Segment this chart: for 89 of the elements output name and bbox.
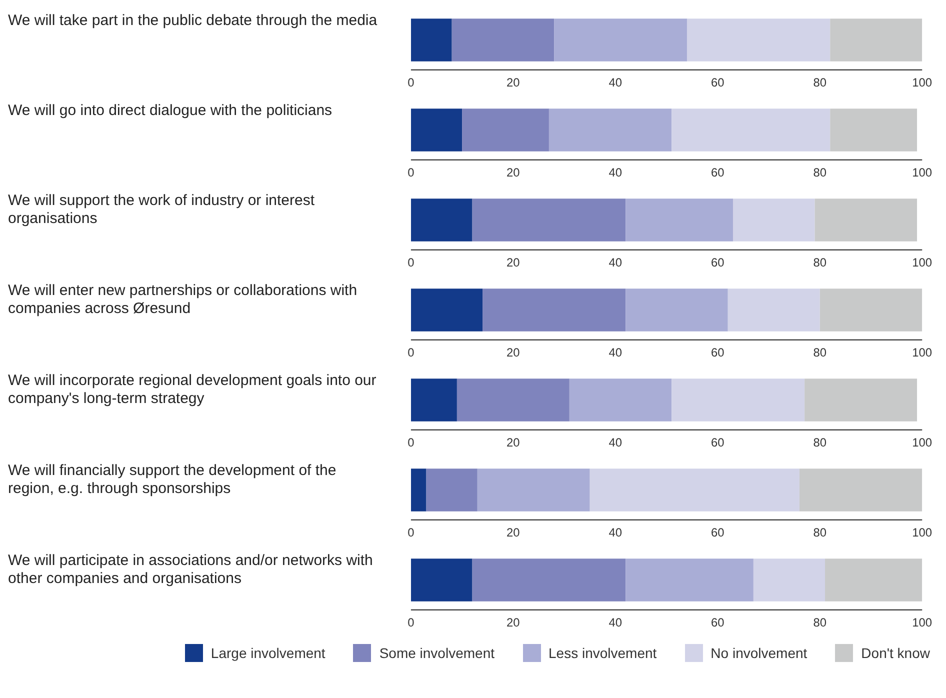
x-tick-label: 100 (912, 525, 932, 540)
bar (820, 288, 922, 332)
bar (626, 198, 733, 242)
x-tick-label: 100 (912, 345, 932, 360)
bar (804, 378, 917, 422)
bar (554, 18, 687, 62)
legend-label: Some involvement (379, 645, 494, 661)
x-tick-label: 80 (813, 75, 827, 90)
x-tick-label: 0 (408, 345, 415, 360)
x-tick-label: 20 (506, 165, 520, 180)
x-tick-label: 40 (608, 345, 622, 360)
x-tick-label: 100 (912, 165, 932, 180)
x-tick-label: 60 (710, 525, 725, 540)
bar (672, 108, 830, 152)
bar (477, 468, 590, 512)
bar (410, 468, 426, 512)
x-tick-label: 60 (710, 615, 725, 630)
y-tick-label: We will participate in associations and/or networks with other companies and organisations (8, 552, 374, 588)
x-tick-label: 20 (506, 435, 520, 450)
x-tick-label: 20 (506, 345, 520, 360)
bar (452, 18, 554, 62)
bar (753, 558, 825, 602)
bar (590, 468, 800, 512)
x-tick-label: 0 (408, 165, 415, 180)
bar (814, 198, 917, 242)
bar (799, 468, 922, 512)
y-tick-label: We will support the work of industry or interest organisations (8, 192, 316, 228)
y-tick-label: We will go into direct dialogue with the politicians (8, 102, 334, 120)
bar (410, 288, 482, 332)
bar (824, 558, 922, 602)
bar (410, 378, 457, 422)
x-tick-label: 40 (608, 255, 622, 270)
y-tick-label: We will take part in the public debate through the media (8, 12, 378, 30)
bar (410, 108, 462, 152)
bar (626, 288, 728, 332)
bar (548, 108, 672, 152)
legend-label: Large involvement (210, 645, 326, 661)
x-tick-label: 80 (813, 615, 827, 630)
x-tick-label: 0 (408, 525, 415, 540)
x-tick-label: 80 (813, 525, 827, 540)
x-tick-label: 60 (710, 75, 725, 90)
legend-label: Don't know (861, 645, 930, 661)
bar (472, 198, 626, 242)
x-tick-label: 100 (912, 75, 932, 90)
bar (686, 18, 830, 62)
y-tick-label: We will enter new partnerships or collaborations with companies across Øresund (8, 282, 358, 318)
x-tick-label: 0 (408, 75, 415, 90)
x-tick-label: 60 (710, 435, 725, 450)
x-tick-label: 60 (710, 255, 725, 270)
x-tick-label: 40 (608, 615, 622, 630)
bar (672, 378, 805, 422)
x-tick-label: 0 (408, 435, 415, 450)
bar (410, 198, 472, 242)
x-tick-label: 80 (813, 435, 827, 450)
bar (626, 558, 754, 602)
bar (482, 288, 626, 332)
bar (410, 18, 452, 62)
legend-label: No involvement (710, 645, 808, 661)
legend-label: Less involvement (548, 645, 657, 661)
x-tick-label: 80 (813, 255, 827, 270)
x-tick-label: 80 (813, 165, 827, 180)
y-tick-label: We will financially support the development of the region, e.g. through sponsorships (8, 462, 338, 498)
x-tick-label: 20 (506, 75, 520, 90)
bar (426, 468, 478, 512)
x-tick-label: 20 (506, 255, 520, 270)
bar (830, 108, 917, 152)
x-tick-label: 20 (506, 525, 520, 540)
x-tick-label: 40 (608, 75, 622, 90)
bar (830, 18, 922, 62)
bar (732, 198, 815, 242)
x-tick-label: 0 (408, 615, 415, 630)
bar (728, 288, 820, 332)
x-tick-label: 40 (608, 165, 622, 180)
bar (462, 108, 549, 152)
x-tick-label: 60 (710, 165, 725, 180)
x-tick-label: 60 (710, 345, 725, 360)
x-tick-label: 40 (608, 525, 622, 540)
x-tick-label: 0 (408, 255, 415, 270)
bar (410, 558, 472, 602)
x-tick-label: 100 (912, 615, 932, 630)
x-tick-label: 80 (813, 345, 827, 360)
x-tick-label: 40 (608, 435, 622, 450)
bar (472, 558, 626, 602)
x-tick-label: 20 (506, 615, 520, 630)
bar (456, 378, 570, 422)
x-tick-label: 100 (912, 435, 932, 450)
x-tick-label: 100 (912, 255, 932, 270)
y-tick-label: We will incorporate regional development goals into our company's long-term strategy (8, 372, 378, 408)
bar (569, 378, 672, 422)
